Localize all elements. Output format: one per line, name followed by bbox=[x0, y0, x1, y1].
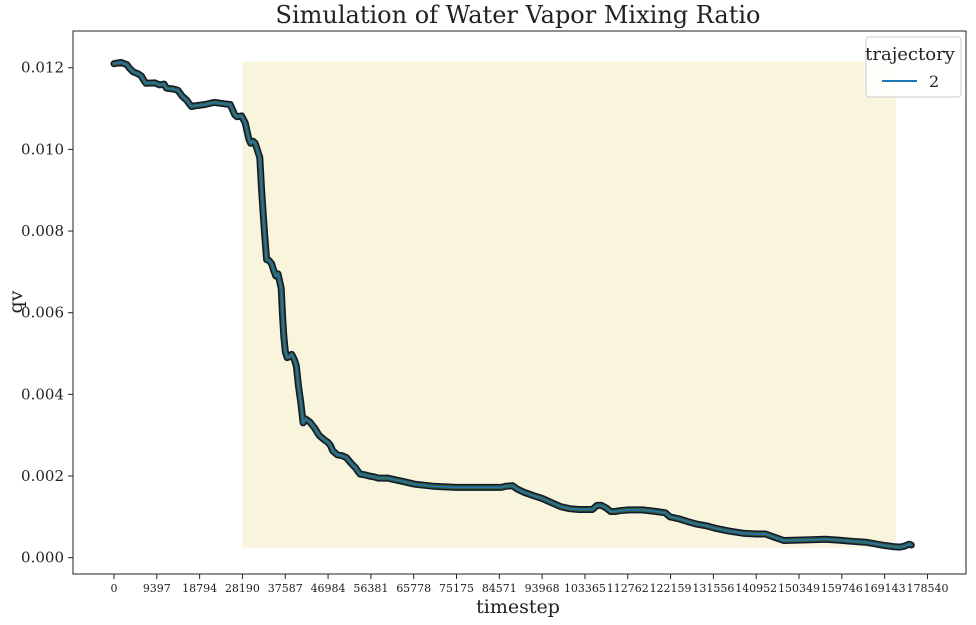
y-tick-label: 0.006 bbox=[21, 304, 64, 322]
legend-title: trajectory bbox=[865, 44, 956, 65]
x-tick-label: 56381 bbox=[353, 582, 388, 595]
x-tick-label: 75175 bbox=[439, 582, 474, 595]
plot-area bbox=[110, 58, 915, 551]
axes-frame bbox=[72, 30, 967, 575]
y-tick-label: 0.002 bbox=[21, 467, 64, 485]
x-tick-label: 0 bbox=[111, 582, 118, 595]
x-tick-label: 46984 bbox=[311, 582, 346, 595]
x-tick-label: 28190 bbox=[225, 582, 260, 595]
y-axis: 0.000 0.002 0.004 0.006 0.008 0.010 0.012 bbox=[21, 59, 73, 567]
y-tick-label: 0.008 bbox=[21, 222, 64, 240]
x-tick-label: 37587 bbox=[268, 582, 303, 595]
series-2-line bbox=[113, 61, 913, 548]
highlight-region bbox=[242, 61, 896, 548]
x-tick-label: 131556 bbox=[692, 582, 734, 595]
y-tick-label: 0.010 bbox=[21, 140, 64, 158]
legend: trajectory 2 bbox=[865, 36, 962, 98]
y-tick-label: 0.004 bbox=[21, 385, 64, 403]
x-axis-label: timestep bbox=[476, 596, 560, 618]
x-tick-label: 159746 bbox=[821, 582, 863, 595]
chart-title: Simulation of Water Vapor Mixing Ratio bbox=[276, 1, 761, 29]
x-tick-label: 9397 bbox=[143, 582, 171, 595]
x-tick-label: 103365 bbox=[564, 582, 606, 595]
x-tick-label: 178540 bbox=[906, 582, 948, 595]
x-tick-label: 169143 bbox=[864, 582, 906, 595]
y-axis-label: qv bbox=[5, 290, 27, 313]
legend-entry-2: 2 bbox=[929, 72, 939, 91]
x-tick-label: 150349 bbox=[778, 582, 820, 595]
x-tick-label: 18794 bbox=[182, 582, 217, 595]
x-tick-label: 112762 bbox=[607, 582, 649, 595]
x-tick-label: 122159 bbox=[650, 582, 692, 595]
x-axis: 0 9397 18794 28190 37587 46984 56381 65778 75175… bbox=[111, 574, 948, 595]
x-tick-label: 65778 bbox=[396, 582, 431, 595]
y-tick-label: 0.012 bbox=[21, 59, 64, 77]
x-tick-label: 84571 bbox=[482, 582, 517, 595]
x-tick-label: 140952 bbox=[735, 582, 777, 595]
y-tick-label: 0.000 bbox=[21, 549, 64, 567]
x-tick-label: 93968 bbox=[525, 582, 560, 595]
